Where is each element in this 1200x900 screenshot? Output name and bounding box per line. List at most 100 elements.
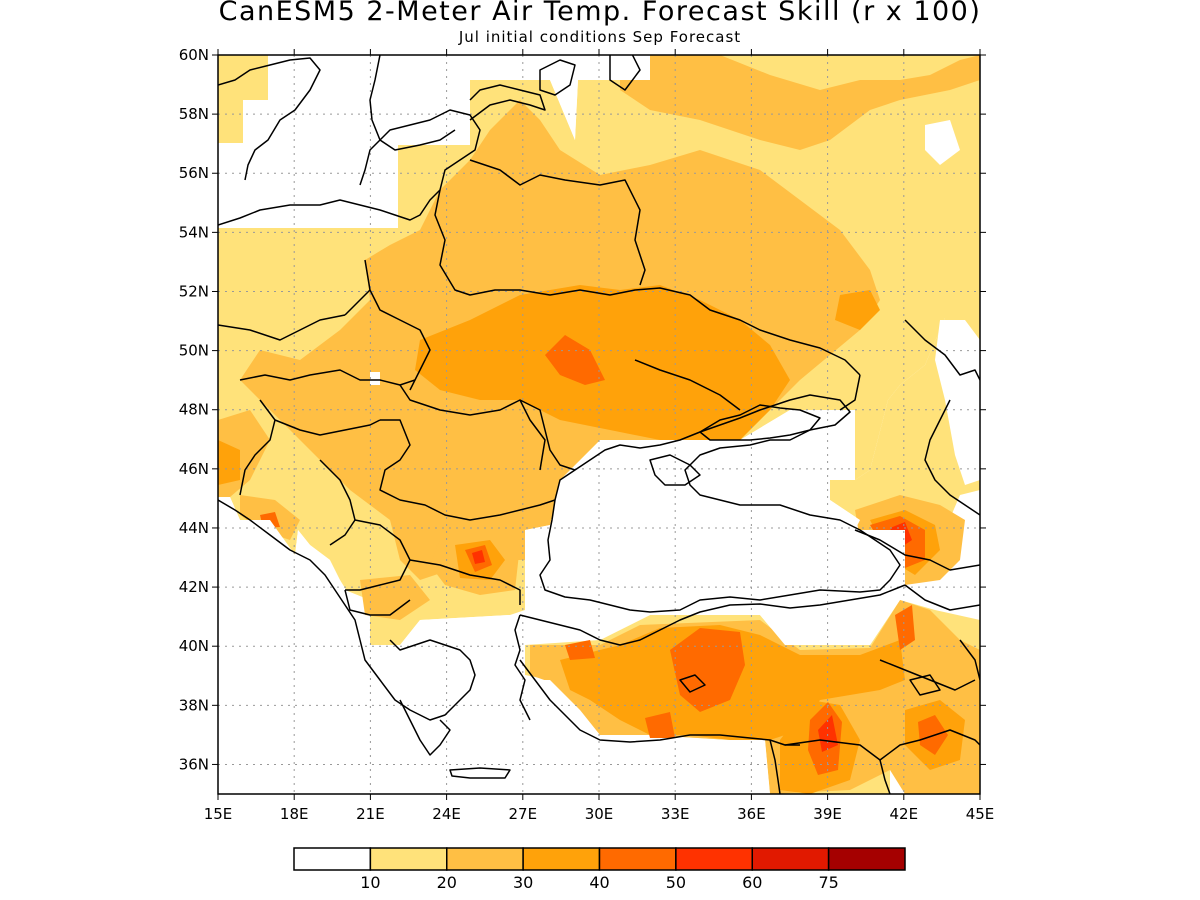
azov-sea-coast <box>699 404 821 441</box>
crimea-coast <box>649 454 701 486</box>
baltic-coast <box>218 109 481 226</box>
colorbar-label: 40 <box>589 873 609 892</box>
no-data-spot <box>370 372 380 385</box>
lat-tick-label: 40N <box>179 637 209 655</box>
scandinavia-coast <box>218 57 321 181</box>
national-border <box>879 659 976 691</box>
no-data-balkan-coast <box>218 497 330 560</box>
lat-tick-label: 54N <box>179 223 209 241</box>
national-border <box>364 259 431 391</box>
national-border <box>319 459 356 546</box>
lat-tick-label: 44N <box>179 519 209 537</box>
sweden-coast <box>369 55 456 151</box>
national-border <box>469 159 646 286</box>
colorbar-label: 10 <box>360 873 380 892</box>
latitude-axis: 36N 38N 40N 42N 44N 46N 48N 50N 52N 54N 56N 58N 60N <box>179 46 986 773</box>
national-border <box>904 584 980 611</box>
national-border <box>434 189 861 376</box>
gulf-of-finland <box>469 84 546 121</box>
colorbar-label: 60 <box>742 873 762 892</box>
map-gridlines <box>218 55 980 794</box>
skill-region-50-60 <box>472 550 485 564</box>
cyprus-coast <box>679 674 706 693</box>
colorbar-label: 30 <box>513 873 533 892</box>
longitude-axis: 15E 18E 21E 24E 27E 30E 33E 36E 39E 42E 45E <box>204 49 995 823</box>
national-border <box>839 374 861 411</box>
no-data-levant <box>890 770 905 794</box>
national-border <box>879 759 891 794</box>
peloponnese-coast <box>399 699 451 756</box>
lat-tick-label: 38N <box>179 696 209 714</box>
national-border <box>854 529 980 571</box>
colorbar-label: 75 <box>818 873 838 892</box>
caspian-coast <box>904 319 980 381</box>
map-title: CanESM5 2-Meter Air Temp. Forecast Skill… <box>218 0 982 27</box>
lat-tick-label: 58N <box>179 105 209 123</box>
map-subtitle: Jul initial conditions Sep Forecast <box>458 28 742 46</box>
colorbar-swatch <box>827 847 906 871</box>
national-border <box>344 589 411 616</box>
lon-tick-label: 45E <box>966 805 995 823</box>
national-border <box>409 559 521 605</box>
lon-tick-label: 36E <box>737 805 766 823</box>
skill-region-50-60 <box>818 715 838 752</box>
colorbar: 10 20 30 40 50 60 75 <box>293 847 906 892</box>
national-border <box>344 289 371 316</box>
skill-region-40-50 <box>895 605 915 650</box>
no-data-north <box>218 55 470 228</box>
colorbar-label: 20 <box>437 873 457 892</box>
colorbar-swatch <box>369 847 448 871</box>
skill-shading <box>218 55 980 794</box>
adriatic-coast <box>218 499 361 641</box>
skill-region-10-20 <box>218 55 268 143</box>
lon-tick-label: 21E <box>356 805 385 823</box>
skill-region-40-50 <box>545 335 605 385</box>
caspian-coast <box>959 639 980 681</box>
crete-coast <box>449 767 511 779</box>
lat-tick-label: 42N <box>179 578 209 596</box>
colorbar-swatch <box>598 847 677 871</box>
lat-tick-label: 50N <box>179 342 209 360</box>
lat-tick-label: 56N <box>179 164 209 182</box>
colorbar-swatch <box>293 847 372 871</box>
national-border <box>519 399 546 471</box>
lon-tick-label: 39E <box>813 805 842 823</box>
lat-tick-label: 36N <box>179 755 209 773</box>
skill-region-40-50 <box>645 712 675 738</box>
national-border <box>345 519 411 591</box>
lat-tick-label: 60N <box>179 46 209 64</box>
skill-region-30-40 <box>218 440 240 485</box>
national-border <box>274 419 381 436</box>
colorbar-label: 50 <box>666 873 686 892</box>
lat-tick-label: 52N <box>179 282 209 300</box>
lon-tick-label: 30E <box>585 805 614 823</box>
national-border <box>634 359 741 411</box>
colorbar-swatch <box>751 847 830 871</box>
national-border <box>218 314 346 341</box>
skill-region-30-40 <box>415 285 790 440</box>
colorbar-swatch <box>446 847 524 871</box>
lat-tick-label: 46N <box>179 460 209 478</box>
national-border <box>239 369 416 386</box>
coastlines-and-borders <box>218 55 980 794</box>
aegean-turkey-coast <box>514 614 531 721</box>
lon-tick-label: 18E <box>280 805 309 823</box>
skill-region-30-40 <box>835 290 880 330</box>
national-border <box>379 419 556 521</box>
anatolia-south-coast <box>519 659 800 746</box>
skill-region-40-50 <box>565 640 595 660</box>
no-data-spot <box>925 120 960 165</box>
lon-tick-label: 27E <box>509 805 538 823</box>
no-data-north <box>470 55 650 140</box>
lon-tick-label: 33E <box>661 805 690 823</box>
colorbar-swatch <box>522 847 601 871</box>
lat-tick-label: 48N <box>179 401 209 419</box>
lon-tick-label: 24E <box>432 805 461 823</box>
lon-tick-label: 15E <box>204 805 233 823</box>
colorbar-swatch <box>675 847 753 871</box>
no-data-east <box>935 320 980 485</box>
greece-coast <box>359 639 476 721</box>
lon-tick-label: 42E <box>890 805 919 823</box>
turkey-coast <box>519 584 906 646</box>
